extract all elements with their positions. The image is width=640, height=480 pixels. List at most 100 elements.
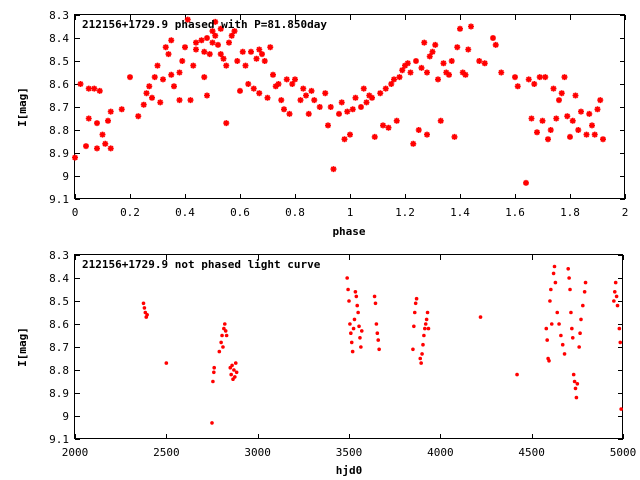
phased-data-point	[242, 62, 249, 69]
phased-data-point	[575, 127, 582, 133]
phased-data-point	[162, 44, 169, 51]
unphased-data-point	[351, 326, 356, 331]
phased-data-point	[600, 136, 606, 143]
phased-data-point	[446, 71, 452, 78]
phased-data-point	[209, 39, 216, 46]
unphased-data-point	[575, 382, 580, 386]
unphased-ytick-label: 8.7	[49, 341, 69, 354]
unphased-data-point	[164, 361, 169, 365]
phased-data-point	[550, 85, 557, 92]
phased-points	[72, 16, 606, 186]
unphased-data-point	[562, 352, 567, 356]
unphased-data-point	[376, 338, 381, 342]
phased-data-point	[204, 35, 210, 41]
unphased-data-point	[570, 326, 574, 331]
unphased-data-point	[418, 356, 423, 361]
phased-data-point	[102, 140, 109, 147]
phased-data-point	[237, 87, 243, 94]
phased-title: 212156+1729.9 phased with P=81.850day	[82, 18, 327, 31]
phased-data-point	[432, 41, 439, 48]
unphased-data-point	[229, 372, 233, 377]
phased-data-point	[193, 39, 199, 46]
phased-data-point	[83, 143, 89, 150]
unphased-ytick-label: 8.3	[49, 249, 69, 262]
phased-data-point	[426, 53, 433, 60]
unphased-data-point	[612, 290, 617, 294]
unphased-data-point	[571, 372, 576, 377]
phased-data-point	[256, 46, 263, 53]
unphased-data-point	[560, 342, 565, 347]
phased-data-point	[198, 37, 205, 44]
phased-ytick-label: 8.3	[49, 9, 69, 22]
phased-data-point	[404, 60, 411, 67]
phased-data-point	[413, 58, 419, 64]
phased-data-point	[77, 81, 84, 87]
phased-data-point	[149, 94, 155, 101]
phased-data-point	[176, 97, 183, 104]
phased-data-point	[360, 85, 367, 92]
phased-data-point	[322, 90, 329, 97]
phased-data-point	[567, 133, 573, 140]
phased-data-point	[352, 94, 359, 101]
unphased-data-point	[549, 322, 554, 326]
phased-data-point	[410, 140, 417, 147]
phased-ytick-label: 9.1	[49, 193, 69, 206]
phased-data-point	[231, 28, 238, 35]
phased-data-point	[459, 69, 466, 76]
phased-data-point	[512, 74, 518, 81]
unphased-xtick-label: 2000	[62, 446, 89, 459]
unphased-panel: 2000 2500 3000 3500 4000 4500 5000 8.3 8.4 8.5 8.6…	[16, 249, 636, 477]
phased-data-point	[369, 94, 375, 101]
unphased-data-point	[347, 299, 351, 303]
phased-data-point	[204, 92, 210, 99]
unphased-data-point	[578, 331, 582, 336]
unphased-data-point	[615, 303, 620, 308]
unphased-data-point	[423, 322, 428, 326]
phased-data-point	[437, 117, 444, 124]
unphased-data-point	[346, 287, 350, 292]
phased-data-point	[259, 51, 265, 58]
phased-data-point	[107, 145, 114, 152]
phased-data-point	[531, 81, 538, 87]
phased-data-point	[597, 97, 604, 104]
phased-data-point	[297, 97, 304, 104]
unphased-data-point	[426, 326, 431, 331]
unphased-data-point	[141, 301, 146, 306]
unphased-data-point	[544, 326, 549, 331]
phased-data-point	[193, 46, 199, 53]
phased-data-point	[514, 83, 521, 90]
unphased-data-point	[569, 310, 573, 315]
phased-data-point	[157, 99, 164, 106]
phased-data-point	[366, 92, 373, 99]
unphased-data-point	[567, 276, 571, 280]
phased-data-point	[96, 87, 103, 94]
phased-data-point	[443, 69, 450, 76]
unphased-data-point	[573, 386, 578, 391]
phased-data-point	[347, 131, 353, 138]
phased-data-point	[325, 122, 331, 129]
phased-data-point	[135, 113, 142, 120]
unphased-data-point	[358, 336, 362, 340]
unphased-data-point	[614, 294, 619, 299]
unphased-ytick-label: 8.5	[49, 295, 69, 308]
unphased-xtick-label: 3500	[336, 446, 363, 459]
phased-data-point	[264, 94, 271, 101]
unphased-data-point	[220, 333, 224, 338]
unphased-title: 212156+1729.9 not phased light curve	[82, 258, 321, 271]
phased-data-point	[424, 69, 430, 76]
phased-data-point	[399, 67, 406, 74]
phased-data-point	[182, 44, 188, 51]
unphased-plot-frame	[74, 254, 623, 439]
phased-data-point	[591, 131, 598, 138]
unphased-data-point	[142, 306, 147, 310]
phased-data-point	[396, 74, 403, 81]
phased-data-point	[363, 99, 370, 106]
unphased-data-point	[352, 317, 357, 322]
unphased-data-point	[421, 342, 425, 347]
unphased-data-point	[555, 310, 560, 315]
phased-xtick-label: 0.4	[175, 206, 195, 219]
unphased-xtick-label: 3000	[244, 446, 271, 459]
unphased-data-point	[559, 333, 563, 338]
